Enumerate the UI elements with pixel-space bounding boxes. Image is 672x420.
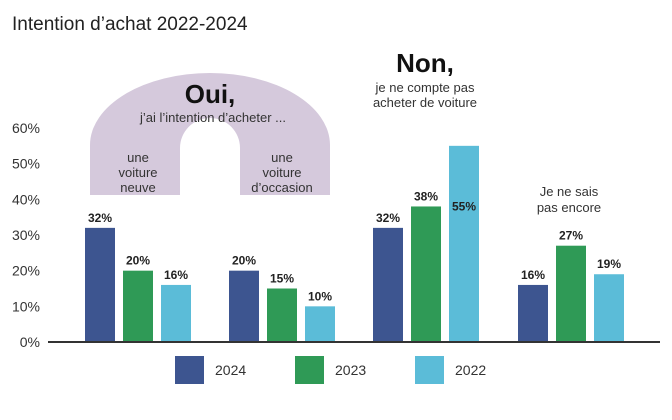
unsure-line-2: pas encore (537, 200, 601, 215)
bar (373, 227, 403, 342)
y-tick-label: 60% (12, 120, 40, 136)
y-tick-label: 30% (12, 227, 40, 243)
legend-swatch (415, 356, 444, 384)
new-car-label: une voiture neuve (118, 150, 157, 195)
bar-value-label: 55% (452, 200, 476, 214)
oui-subtitle: j’ai l’intention d’acheter ... (139, 110, 286, 125)
new-car-line-2: voiture (118, 165, 157, 180)
bar-value-label: 38% (414, 189, 438, 203)
non-title: Non, (396, 48, 454, 78)
bar (123, 270, 153, 342)
legend-label: 2023 (335, 362, 366, 378)
y-tick-label: 10% (12, 298, 40, 314)
legend-swatch (295, 356, 324, 384)
bar (449, 145, 479, 342)
bar (161, 284, 191, 342)
bar (411, 206, 441, 342)
chart-title: Intention d’achat 2022-2024 (12, 14, 248, 35)
y-tick-label: 40% (12, 191, 40, 207)
bar-value-label: 16% (521, 268, 545, 282)
used-car-line-3: d’occasion (251, 180, 312, 195)
bar-value-label: 32% (88, 211, 112, 225)
bar (267, 288, 297, 342)
non-subtitle-line-1: je ne compte pas (374, 80, 475, 95)
used-car-label: une voiture d’occasion (251, 150, 312, 195)
bar (85, 227, 115, 342)
bar-value-label: 27% (559, 229, 583, 243)
oui-arch (90, 73, 330, 195)
legend-swatch (175, 356, 204, 384)
bar (305, 306, 335, 342)
bar-value-label: 19% (597, 257, 621, 271)
bar-value-label: 16% (164, 268, 188, 282)
bars: 32% 20% 16% 20% 15% 10% 32% 38% 55% 16% 27% 19% (85, 145, 624, 342)
bar-value-label: 20% (126, 254, 150, 268)
y-tick-label: 20% (12, 263, 40, 279)
oui-title: Oui, (185, 79, 236, 109)
bar (556, 245, 586, 342)
y-axis: 0% 10% 20% 30% 40% 50% 60% (12, 120, 40, 350)
new-car-line-1: une (127, 150, 149, 165)
legend: 2024 2023 2022 (175, 356, 486, 384)
bar-value-label: 20% (232, 254, 256, 268)
bar-value-label: 10% (308, 289, 332, 303)
legend-label: 2022 (455, 362, 486, 378)
unsure-line-1: Je ne sais (540, 184, 599, 199)
used-car-line-2: voiture (262, 165, 301, 180)
y-tick-label: 0% (20, 334, 40, 350)
bar-value-label: 32% (376, 211, 400, 225)
y-tick-label: 50% (12, 156, 40, 172)
bar (518, 284, 548, 342)
bar-value-label: 15% (270, 272, 294, 286)
bar (229, 270, 259, 342)
legend-label: 2024 (215, 362, 246, 378)
non-subtitle-line-2: acheter de voiture (373, 95, 477, 110)
used-car-line-1: une (271, 150, 293, 165)
new-car-line-3: neuve (120, 180, 155, 195)
bar (594, 274, 624, 342)
